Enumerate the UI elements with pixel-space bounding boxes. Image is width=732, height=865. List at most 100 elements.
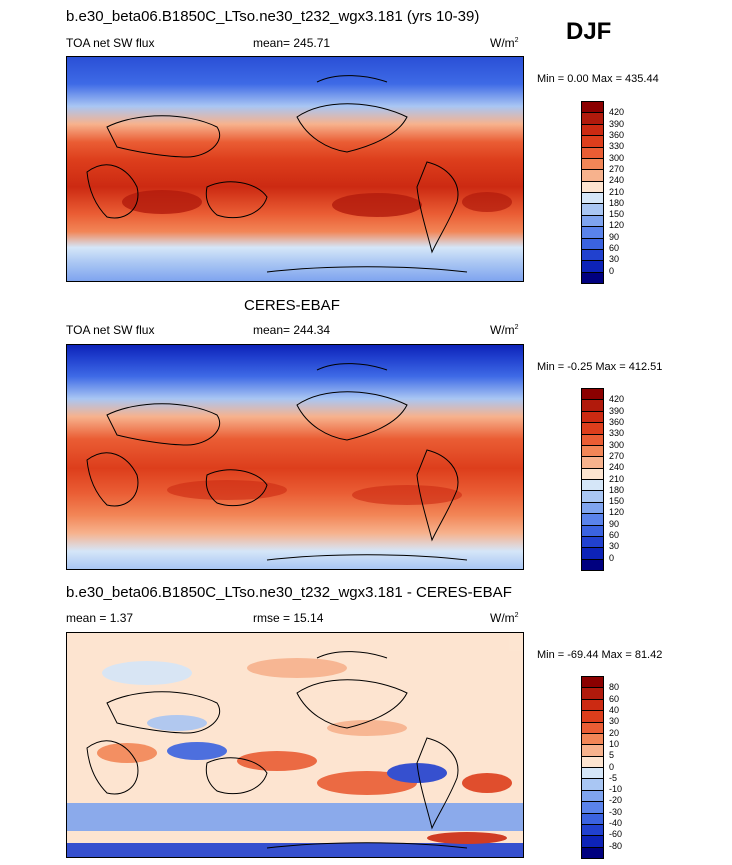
colorbar-swatch bbox=[582, 215, 603, 228]
colorbar-tick-label: 120 bbox=[609, 220, 625, 231]
colorbar-swatch bbox=[582, 102, 603, 114]
colorbar-swatch bbox=[582, 711, 603, 723]
colorbar-swatch bbox=[582, 722, 603, 734]
colorbar-swatch bbox=[582, 559, 603, 570]
colorbar-tick-label: 5 bbox=[609, 750, 615, 761]
colorbar-tick-label: 420 bbox=[609, 107, 625, 118]
colorbar-swatch bbox=[582, 238, 603, 250]
season-label: DJF bbox=[566, 18, 612, 45]
colorbar-tick-label: 360 bbox=[609, 129, 625, 140]
colorbar-tick-label: 30 bbox=[609, 716, 620, 727]
colorbar-swatch bbox=[582, 813, 603, 825]
minmax-label: Min = -0.25 Max = 412.51 bbox=[537, 361, 663, 373]
colorbar-tick-label: 90 bbox=[609, 231, 620, 242]
colorbar-tick-label: 0 bbox=[609, 552, 615, 563]
colorbar-tick-label: 30 bbox=[609, 254, 620, 265]
colorbar-tick-label: -40 bbox=[609, 818, 623, 829]
colorbar-swatch bbox=[582, 434, 603, 446]
mean-label: mean = 1.37 bbox=[66, 611, 134, 625]
colorbar-tick-label: 60 bbox=[609, 243, 620, 254]
map-model bbox=[66, 56, 524, 282]
colorbar-tick-label: 300 bbox=[609, 439, 625, 450]
colorbar-swatch bbox=[582, 536, 603, 549]
colorbar-swatch bbox=[582, 457, 603, 469]
colorbar-swatch bbox=[582, 491, 603, 503]
colorbar-swatch bbox=[582, 468, 603, 480]
colorbar-tick-label: 60 bbox=[609, 693, 620, 704]
colorbar-swatch bbox=[582, 824, 603, 837]
map-diff bbox=[66, 632, 524, 858]
colorbar-swatch bbox=[582, 847, 603, 858]
colorbar-tick-label: 210 bbox=[609, 186, 625, 197]
colorbar-tick-label: 180 bbox=[609, 197, 625, 208]
colorbar-tick-label: 80 bbox=[609, 682, 620, 693]
colorbar-swatch bbox=[582, 745, 603, 757]
colorbar-swatch bbox=[582, 272, 603, 283]
colorbar-tick-label: 330 bbox=[609, 428, 625, 439]
colorbar-swatch bbox=[582, 389, 603, 401]
colorbar-tick-label: 0 bbox=[609, 761, 615, 772]
colorbar-swatch bbox=[582, 790, 603, 803]
mean-label: mean= 245.71 bbox=[253, 36, 331, 50]
colorbar-swatch bbox=[582, 170, 603, 182]
units-label: W/m2 bbox=[490, 611, 519, 625]
colorbar-tick-label: -5 bbox=[609, 772, 618, 783]
colorbar-tick-label: 40 bbox=[609, 704, 620, 715]
colorbar-tick-label: 330 bbox=[609, 141, 625, 152]
minmax-label: Min = 0.00 Max = 435.44 bbox=[537, 73, 659, 85]
colorbar-swatch bbox=[582, 204, 603, 216]
colorbar-swatch bbox=[582, 802, 603, 814]
colorbar-swatch bbox=[582, 147, 603, 159]
colorbar-tick-label: 30 bbox=[609, 541, 620, 552]
colorbar-tick-label: 360 bbox=[609, 416, 625, 427]
colorbar-swatch bbox=[582, 136, 603, 148]
colorbar-tick-label: 240 bbox=[609, 175, 625, 186]
colorbar-tick-label: 180 bbox=[609, 484, 625, 495]
colorbar-swatch bbox=[582, 514, 603, 526]
colorbar-swatch bbox=[582, 411, 603, 424]
colorbar-swatch bbox=[582, 113, 603, 125]
variable-label: TOA net SW flux bbox=[66, 36, 155, 50]
units-label: W/m2 bbox=[490, 323, 519, 337]
colorbar-swatch bbox=[582, 548, 603, 560]
colorbar-tick-label: 150 bbox=[609, 496, 625, 507]
colorbar-swatch bbox=[582, 768, 603, 780]
colorbar-swatch bbox=[582, 227, 603, 239]
colorbar-swatch bbox=[582, 124, 603, 137]
colorbar-tick-label: 270 bbox=[609, 450, 625, 461]
colorbar-tick-label: -80 bbox=[609, 840, 623, 851]
panel-title: b.e30_beta06.B1850C_LTso.ne30_t232_wgx3.… bbox=[66, 584, 512, 601]
colorbar bbox=[581, 676, 604, 859]
mean-label: mean= 244.34 bbox=[253, 323, 331, 337]
colorbar-tick-label: 10 bbox=[609, 738, 620, 749]
colorbar-tick-label: 210 bbox=[609, 473, 625, 484]
colorbar-swatch bbox=[582, 836, 603, 848]
colorbar-swatch bbox=[582, 779, 603, 791]
colorbar-tick-label: -60 bbox=[609, 829, 623, 840]
panel-title: b.e30_beta06.B1850C_LTso.ne30_t232_wgx3.… bbox=[66, 8, 480, 25]
colorbar-tick-label: 420 bbox=[609, 394, 625, 405]
colorbar-tick-label: 20 bbox=[609, 727, 620, 738]
colorbar-tick-label: 0 bbox=[609, 265, 615, 276]
colorbar-tick-label: -20 bbox=[609, 795, 623, 806]
colorbar-swatch bbox=[582, 193, 603, 205]
colorbar-tick-label: 150 bbox=[609, 209, 625, 220]
colorbar-swatch bbox=[582, 261, 603, 273]
colorbar-swatch bbox=[582, 249, 603, 262]
colorbar-tick-label: 390 bbox=[609, 405, 625, 416]
minmax-label: Min = -69.44 Max = 81.42 bbox=[537, 649, 663, 661]
colorbar-swatch bbox=[582, 480, 603, 492]
colorbar-swatch bbox=[582, 677, 603, 689]
colorbar-swatch bbox=[582, 688, 603, 700]
colorbar-swatch bbox=[582, 445, 603, 458]
colorbar-swatch bbox=[582, 181, 603, 193]
colorbar-swatch bbox=[582, 733, 603, 746]
colorbar-swatch bbox=[582, 525, 603, 537]
colorbar-swatch bbox=[582, 756, 603, 768]
rmse-label: rmse = 15.14 bbox=[253, 611, 324, 625]
colorbar-swatch bbox=[582, 158, 603, 171]
colorbar-swatch bbox=[582, 423, 603, 435]
variable-label: TOA net SW flux bbox=[66, 323, 155, 337]
colorbar-tick-label: 300 bbox=[609, 152, 625, 163]
colorbar-swatch bbox=[582, 699, 603, 712]
